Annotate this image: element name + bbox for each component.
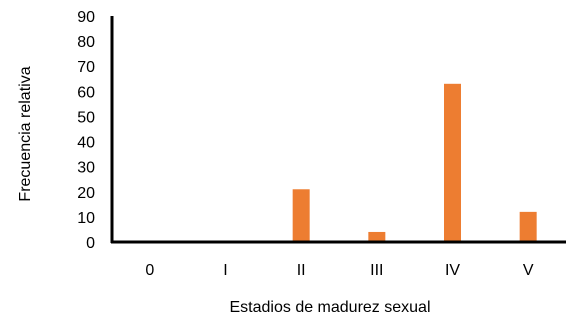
y-tick-label: 80: [77, 34, 95, 51]
x-axis-title: Estadios de madurez sexual: [230, 299, 431, 316]
x-tick-label: I: [223, 262, 227, 279]
y-tick-label: 10: [77, 210, 95, 227]
x-axis-tick-labels: 0 I II III IV V: [145, 262, 533, 279]
y-tick-label: 60: [77, 84, 95, 101]
x-tick-label: 0: [145, 262, 154, 279]
y-tick-label: 90: [77, 9, 95, 26]
bar-IV: [444, 83, 461, 242]
y-tick-label: 50: [77, 109, 95, 126]
x-tick-label: V: [523, 262, 534, 279]
bars: [292, 83, 537, 242]
bar-II: [292, 189, 310, 242]
x-tick-label: IV: [445, 262, 460, 279]
bar-III: [368, 231, 386, 242]
y-tick-label: 30: [77, 160, 95, 177]
bar-V: [519, 211, 537, 242]
y-axis-title: Frecuencia relativa: [17, 66, 34, 201]
y-axis-tick-labels: 0 10 20 30 40 50 60 70 80 90: [77, 9, 95, 252]
y-tick-label: 0: [86, 235, 95, 252]
y-tick-label: 40: [77, 135, 95, 152]
y-tick-label: 70: [77, 59, 95, 76]
x-tick-label: II: [297, 262, 306, 279]
y-tick-label: 20: [77, 185, 95, 202]
x-tick-label: III: [370, 262, 383, 279]
